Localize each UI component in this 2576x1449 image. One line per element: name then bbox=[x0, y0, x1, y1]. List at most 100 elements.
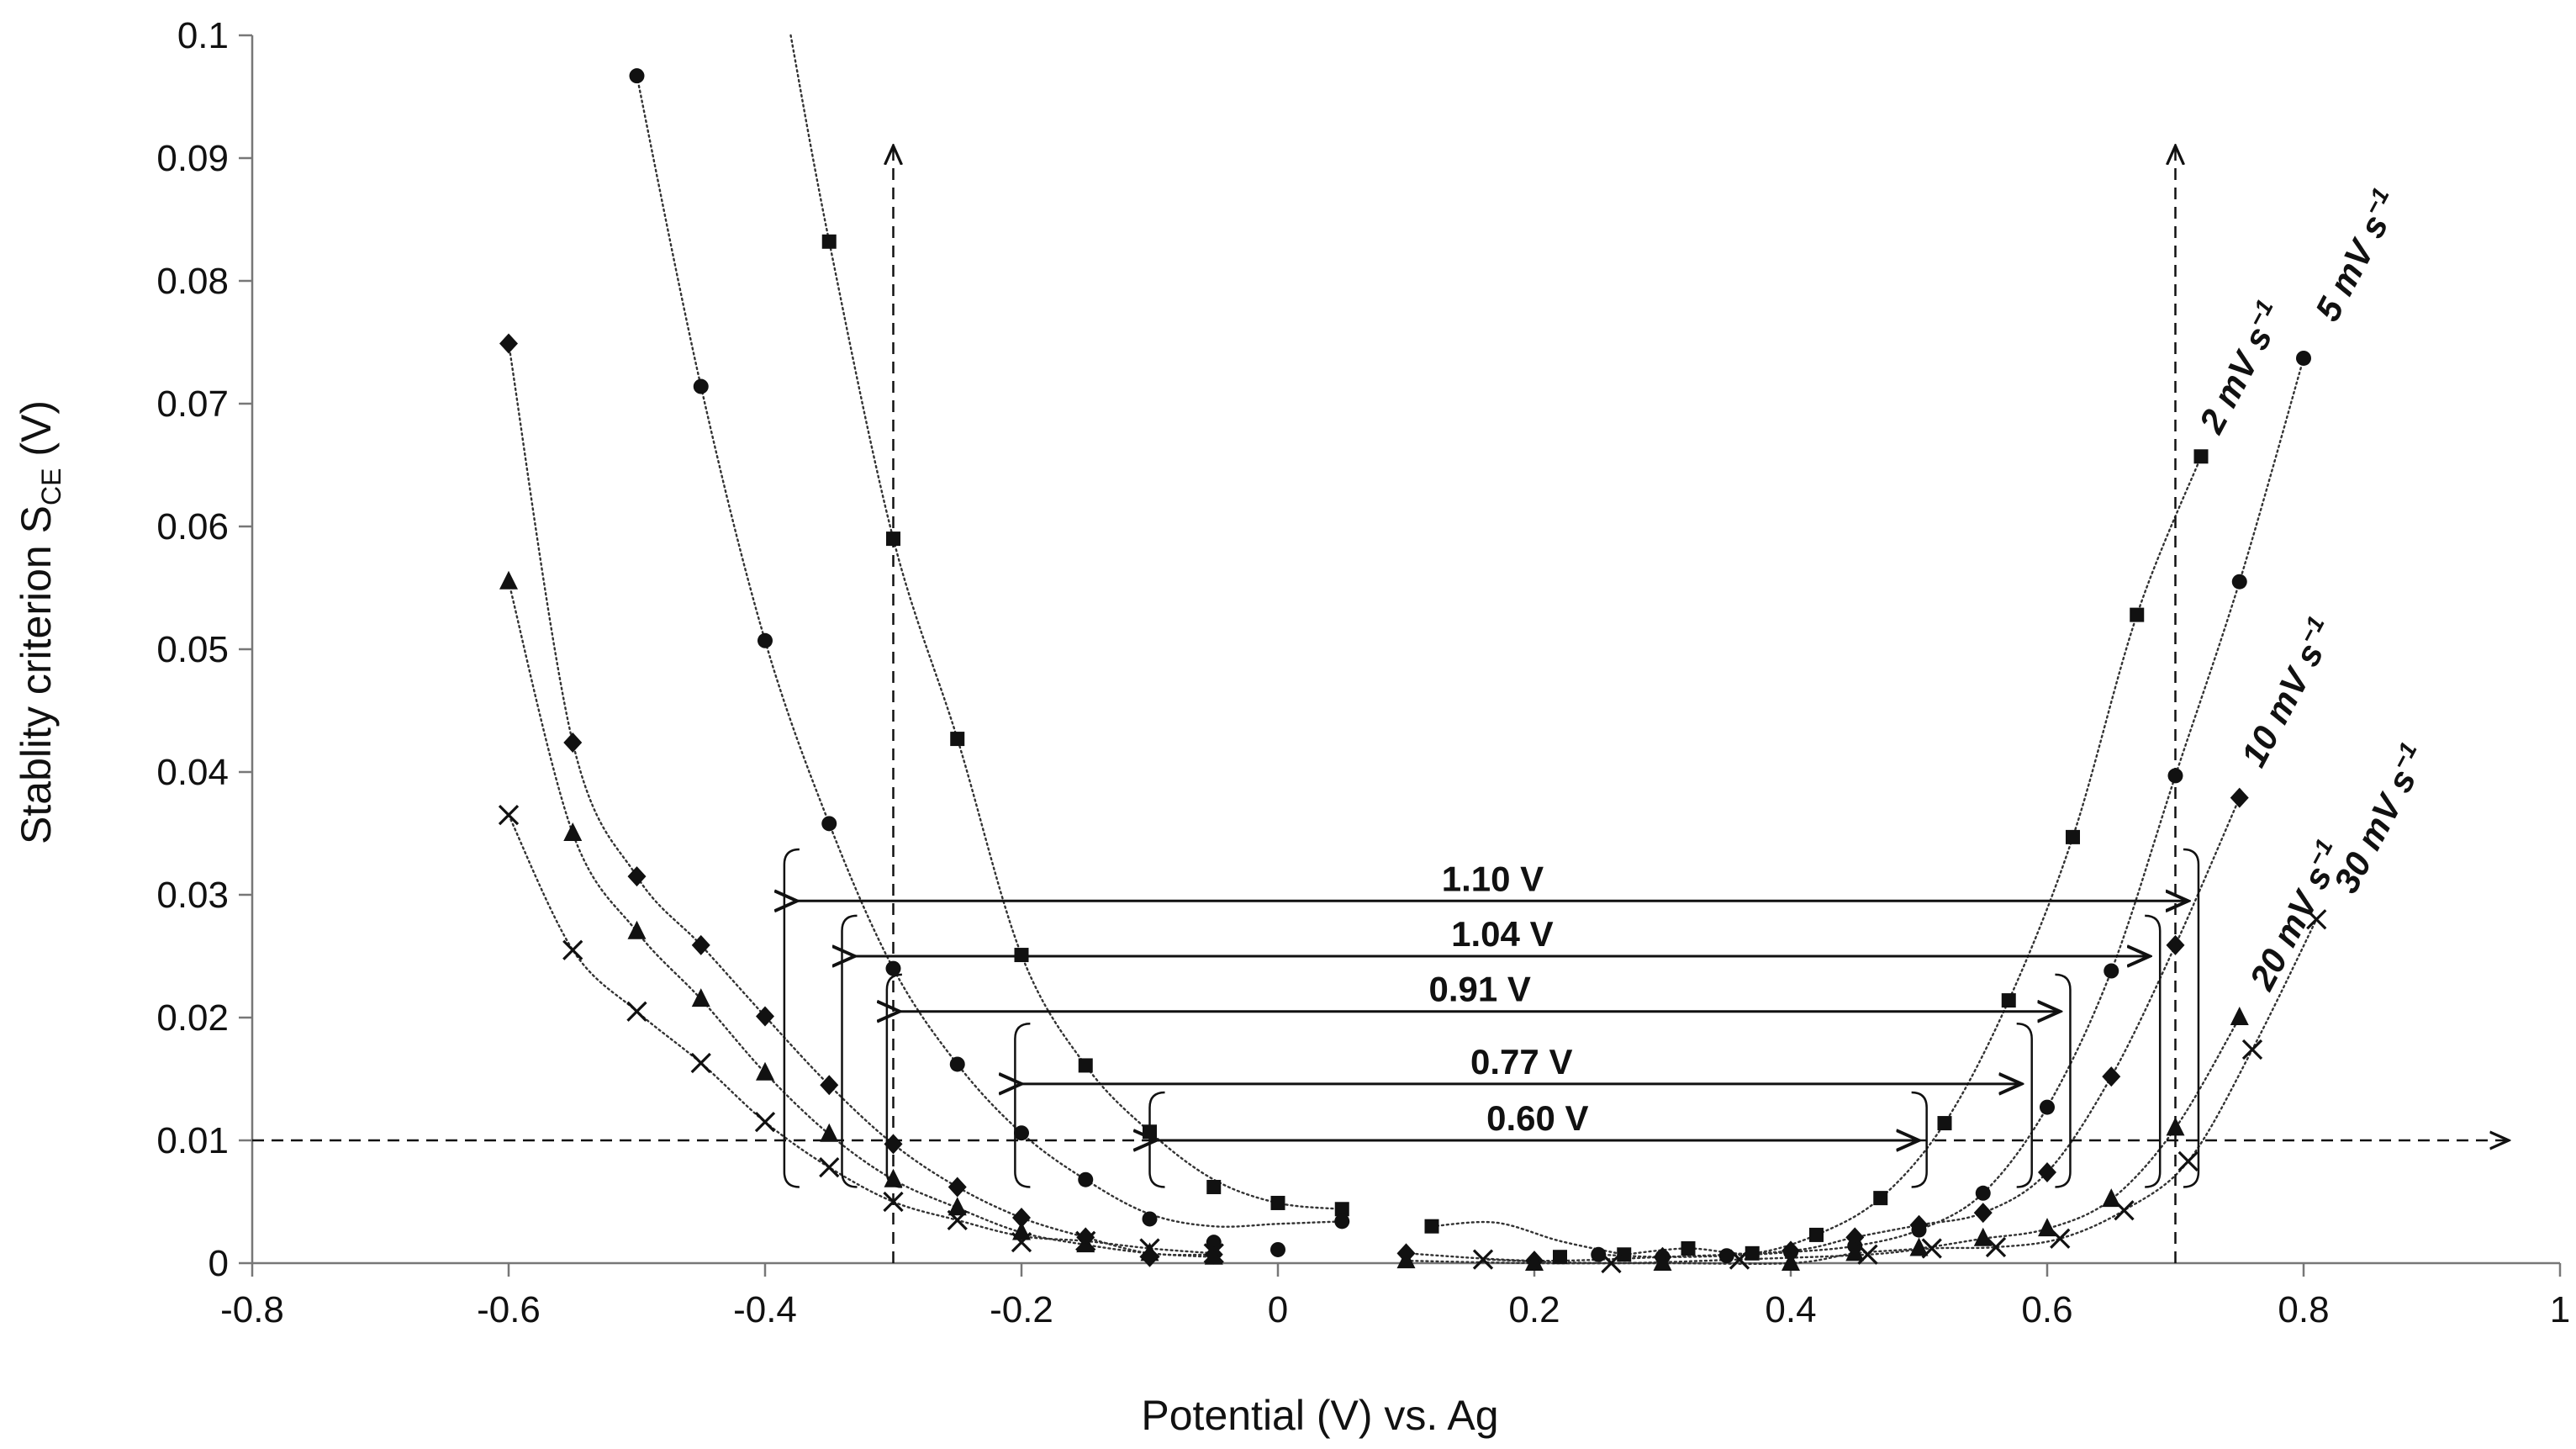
cross-marker bbox=[1857, 1244, 1878, 1265]
series-label-30mv: 30 mV s−1 bbox=[2324, 738, 2436, 899]
series-label-2mv-main: 2 mV s bbox=[2191, 320, 2280, 441]
circle-marker bbox=[1142, 1211, 1158, 1227]
cross-marker bbox=[498, 804, 520, 826]
circle-marker bbox=[1206, 1235, 1222, 1251]
y-axis-title-subscript: CE bbox=[36, 468, 66, 505]
triangle-marker bbox=[2166, 1117, 2185, 1136]
square-marker bbox=[2001, 993, 2016, 1008]
square-marker bbox=[886, 531, 900, 547]
trend-curve bbox=[1597, 357, 2305, 1258]
window-label: 0.91 V bbox=[1428, 970, 1530, 1009]
triangle-marker bbox=[627, 920, 647, 939]
data-markers bbox=[498, 68, 2327, 1274]
cross-marker bbox=[2114, 1200, 2135, 1221]
diamond-marker bbox=[948, 1177, 967, 1198]
x-tick-label: -0.6 bbox=[477, 1289, 541, 1330]
circle-marker bbox=[1591, 1246, 1607, 1262]
circle-marker bbox=[1334, 1214, 1350, 1230]
diamond-marker bbox=[499, 333, 518, 354]
y-tick-label: 0.01 bbox=[156, 1120, 229, 1161]
x-tick-label: 0.6 bbox=[2021, 1289, 2072, 1330]
triangle-marker bbox=[1140, 1242, 1159, 1261]
diamond-marker bbox=[2166, 934, 2185, 955]
circle-marker bbox=[693, 378, 709, 394]
square-marker bbox=[1681, 1240, 1696, 1256]
diamond-marker bbox=[2038, 1161, 2056, 1182]
square-marker bbox=[950, 732, 965, 747]
window-bracket bbox=[885, 973, 902, 1188]
diamond-marker bbox=[1973, 1203, 1993, 1224]
square-marker bbox=[1745, 1245, 1760, 1261]
cross-marker bbox=[1011, 1232, 1032, 1253]
circle-marker bbox=[629, 68, 645, 84]
window-bracket bbox=[2055, 973, 2072, 1188]
y-axis-ticks: 0 0.01 0.02 0.03 0.04 0.05 0.06 0.07 0.08 0.09 0.1 bbox=[156, 15, 252, 1284]
window-bracket bbox=[2183, 848, 2200, 1188]
y-tick-label: 0.02 bbox=[156, 997, 229, 1039]
diamond-marker bbox=[1782, 1240, 1800, 1261]
circle-marker bbox=[2296, 350, 2311, 366]
x-tick-label: 0.2 bbox=[1508, 1289, 1560, 1330]
triangle-marker bbox=[1396, 1250, 1416, 1269]
guide-lines bbox=[252, 145, 2509, 1263]
series-label-5mv: 5 mV s−1 bbox=[2305, 183, 2409, 327]
square-marker bbox=[1014, 948, 1029, 963]
cross-marker bbox=[1472, 1249, 1494, 1270]
circle-marker bbox=[757, 632, 773, 648]
triangle-marker bbox=[1076, 1234, 1095, 1253]
trend-curve bbox=[1481, 918, 2318, 1265]
axes bbox=[251, 35, 2560, 1265]
triangle-marker bbox=[1973, 1227, 1993, 1246]
circle-marker bbox=[821, 816, 837, 832]
diamond-marker bbox=[1909, 1214, 1929, 1235]
triangle-marker bbox=[948, 1197, 967, 1216]
triangle-marker bbox=[1012, 1221, 1031, 1240]
square-marker bbox=[1424, 1219, 1439, 1234]
cross-marker bbox=[1075, 1230, 1096, 1251]
square-marker bbox=[2130, 607, 2145, 622]
diamond-marker bbox=[820, 1075, 839, 1096]
window-bracket bbox=[783, 848, 800, 1188]
y-tick-label: 0.09 bbox=[156, 138, 229, 179]
trend-curve bbox=[507, 813, 1215, 1255]
triangle-marker bbox=[1653, 1252, 1672, 1271]
circle-marker bbox=[2104, 963, 2119, 979]
y-tick-label: 0.04 bbox=[156, 752, 229, 793]
window-label: 0.60 V bbox=[1486, 1098, 1588, 1138]
x-tick-label: -0.2 bbox=[990, 1289, 1053, 1330]
diamond-marker bbox=[756, 1006, 774, 1027]
triangle-marker bbox=[820, 1123, 839, 1142]
x-axis-title: Potential (V) vs. Ag bbox=[1141, 1392, 1498, 1439]
circle-marker bbox=[2231, 574, 2247, 590]
triangle-marker bbox=[1782, 1252, 1800, 1271]
circle-marker bbox=[949, 1056, 965, 1072]
square-marker bbox=[1270, 1195, 1285, 1210]
circle-marker bbox=[1078, 1171, 1094, 1187]
diamond-marker bbox=[1845, 1227, 1865, 1248]
cross-marker bbox=[1921, 1238, 1942, 1259]
cross-marker bbox=[1203, 1243, 1224, 1264]
triangle-marker bbox=[1204, 1245, 1223, 1265]
trend-curves bbox=[507, 34, 2318, 1265]
diamond-marker bbox=[884, 1134, 903, 1155]
x-tick-label: 0 bbox=[1268, 1289, 1288, 1330]
trend-curve bbox=[507, 580, 1215, 1258]
x-tick-label: -0.8 bbox=[220, 1289, 284, 1330]
cross-marker bbox=[1729, 1249, 1750, 1270]
triangle-marker bbox=[1845, 1242, 1865, 1261]
y-axis-title-main: Stablity criterion S bbox=[13, 505, 60, 844]
cross-marker bbox=[690, 1052, 711, 1074]
window-label: 0.77 V bbox=[1470, 1042, 1572, 1081]
triangle-marker bbox=[1909, 1237, 1929, 1256]
series-label-10mv: 10 mV s−1 bbox=[2231, 611, 2344, 773]
circle-marker bbox=[2167, 768, 2183, 784]
diamond-marker bbox=[627, 866, 647, 887]
cross-marker bbox=[626, 1001, 647, 1022]
cross-marker bbox=[2306, 909, 2327, 930]
series-label-2mv: 2 mV s−1 bbox=[2188, 295, 2292, 440]
cross-marker bbox=[1985, 1236, 2007, 1258]
window-bracket bbox=[1014, 1023, 1031, 1188]
diamond-marker bbox=[691, 934, 710, 955]
square-marker bbox=[1206, 1179, 1222, 1194]
